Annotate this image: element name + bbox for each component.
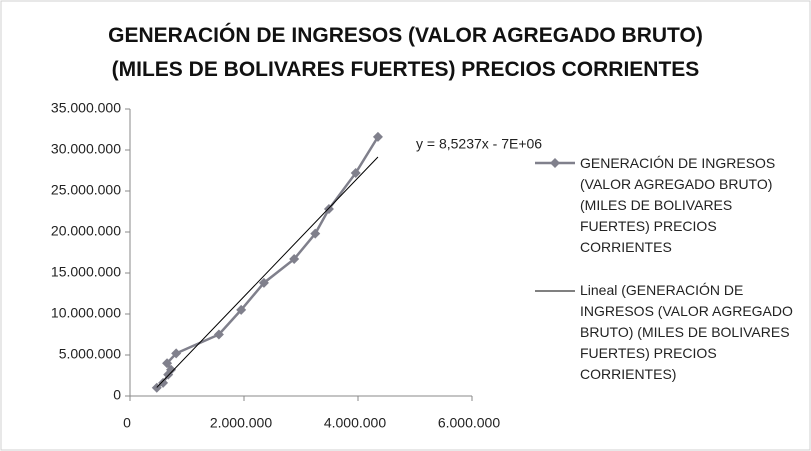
x-tick-label: 2.000.000 — [210, 415, 272, 431]
x-tick-label: 0 — [123, 415, 131, 431]
y-tick-label: 10.000.000 — [51, 305, 121, 321]
marker — [289, 254, 300, 265]
y-tick-label: 15.000.000 — [51, 264, 121, 280]
trendline — [156, 156, 379, 388]
x-tick-label: 4.000.000 — [324, 415, 386, 431]
trendline-equation: y = 8,5237x - 7E+06 — [416, 136, 542, 152]
marker — [258, 277, 269, 288]
y-tick-label: 35.000.000 — [51, 100, 121, 116]
legend-label: GENERACIÓN DE INGRESOS (VALOR AGREGADO B… — [580, 155, 776, 255]
y-tick-label: 25.000.000 — [51, 182, 121, 198]
y-tick-label: 30.000.000 — [51, 141, 121, 157]
chart-title: (MILES DE BOLIVARES FUERTES) PRECIOS COR… — [111, 58, 700, 81]
marker — [213, 329, 224, 340]
marker — [158, 377, 169, 388]
marker — [350, 167, 361, 178]
y-tick-label: 20.000.000 — [51, 223, 121, 239]
y-tick-label: 5.000.000 — [59, 346, 121, 362]
series-line — [156, 136, 380, 389]
marker — [166, 364, 177, 375]
marker — [372, 131, 383, 142]
chart-title: GENERACIÓN DE INGRESOS (VALOR AGREGADO B… — [108, 24, 703, 47]
marker — [323, 204, 334, 215]
y-tick-label: 0 — [113, 387, 121, 403]
marker — [171, 348, 182, 359]
legend-symbol — [550, 158, 560, 168]
marker — [236, 304, 247, 315]
marker — [162, 358, 173, 369]
x-tick-label: 6.000.000 — [438, 415, 500, 431]
legend-label: Lineal (GENERACIÓN DE INGRESOS (VALOR AG… — [580, 282, 793, 382]
marker — [310, 228, 321, 239]
